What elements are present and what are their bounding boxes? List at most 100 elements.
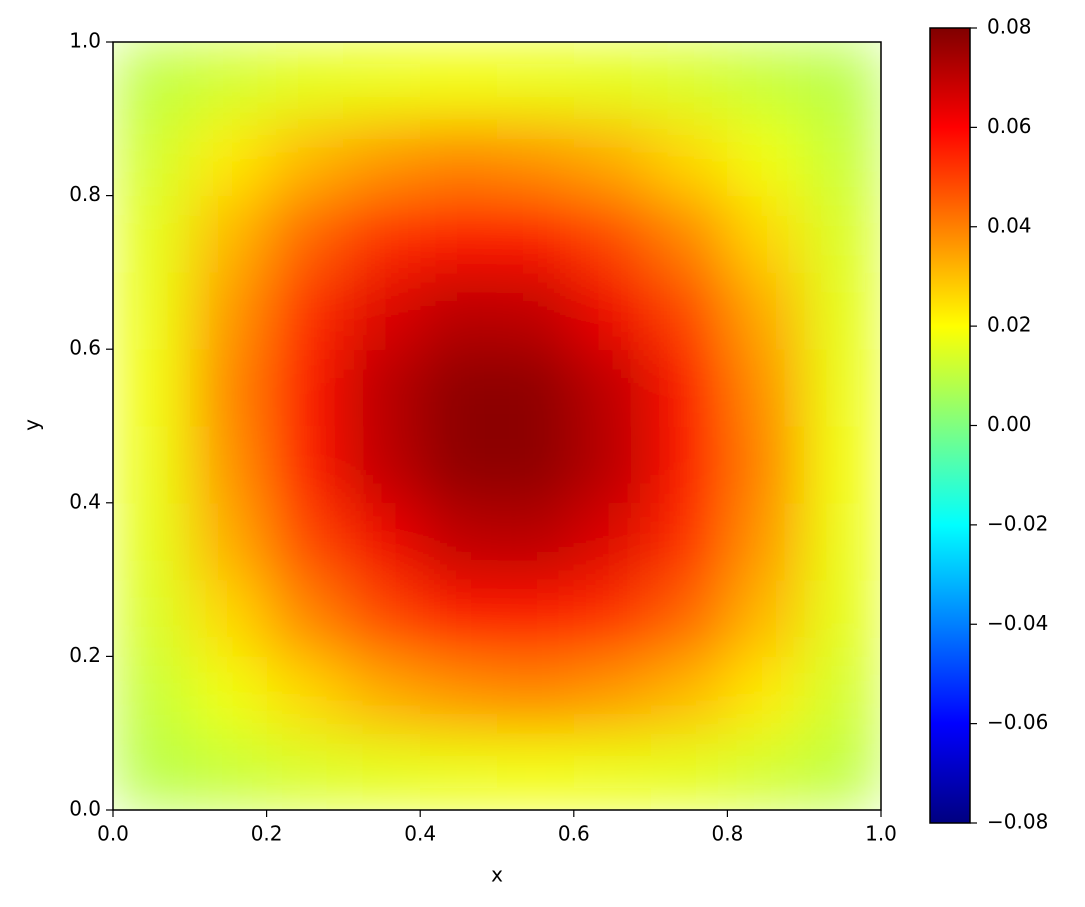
heatmap-cell [497,502,575,581]
heatmap-cell [573,272,652,350]
heatmap-cell [650,349,728,427]
heatmap-cell [804,656,881,734]
heatmap-cell [266,118,344,197]
heatmap-cell [266,579,344,657]
heatmap-cell [420,272,498,350]
heatmap-cell [573,118,652,197]
heatmap-cell [113,426,191,504]
heatmap-cell [650,733,728,810]
colorbar-tick-label: −0.08 [987,810,1048,834]
heatmap-cell [113,272,191,350]
heatmap-cell [650,502,728,581]
heatmap-cell [650,579,728,657]
colorbar-tick-label: 0.06 [987,114,1032,138]
heatmap-cell [113,502,191,581]
heatmap-cell [343,656,421,734]
heatmap-cell [727,42,805,120]
heatmap-cell [113,656,191,734]
heatmap-cell [189,579,268,657]
heatmap-cell [189,118,268,197]
x-tick-label: 0.8 [711,822,743,846]
heatmap-cell [727,733,805,810]
heatmap-cell [113,195,191,273]
plot-frame [112,41,882,811]
y-tick-label: 1.0 [69,29,101,53]
x-tick-label: 0.2 [251,822,283,846]
heatmap-cell [266,733,344,810]
heatmap-cell [266,42,344,120]
heatmap-cell [343,579,421,657]
heatmap-cell [573,733,652,810]
heatmap-cell [573,656,652,734]
heatmap-cell [573,502,652,581]
heatmap-cell [113,349,191,427]
heatmap-clip [113,42,881,810]
heatmap-cell [727,502,805,581]
heatmap-cell [573,42,652,120]
heatmap-cell [189,349,268,427]
heatmap-cell [113,118,191,197]
heatmap-cell [343,195,421,273]
colorbar-tick-label: 0.04 [987,213,1032,237]
heatmap-cell [497,118,575,197]
heatmap-cell [804,195,881,273]
heatmap-cell [343,426,421,504]
heatmap-cell [727,426,805,504]
colorbar-tick-label: 0.08 [987,15,1032,39]
heatmap-cell [266,502,344,581]
heatmap-cell [343,42,421,120]
heatmap-cell [573,426,652,504]
heatmap-cell [650,118,728,197]
heatmap-cell [804,426,881,504]
colorbar-tick-label: −0.04 [987,611,1048,635]
x-tick-label: 0.0 [97,822,129,846]
heatmap-cell [804,118,881,197]
heatmap-cell [266,426,344,504]
heatmap-cell [189,42,268,120]
heatmap-cell [266,272,344,350]
heatmap-cell [266,195,344,273]
heatmap-cell [420,118,498,197]
heatmap-cell [727,656,805,734]
heatmap-cell [804,272,881,350]
heatmap-cell [650,426,728,504]
heatmap-cell [804,579,881,657]
y-tick-label: 0.6 [69,336,101,360]
heatmap-cell [189,195,268,273]
heatmap-cell [727,349,805,427]
heatmap-cell [650,272,728,350]
colorbar-tick-label: −0.02 [987,511,1048,535]
colorbar [929,27,971,824]
heatmap-cell [497,656,575,734]
heatmap-cell [189,656,268,734]
heatmap-cell [804,349,881,427]
heatmap-cell [113,733,191,810]
heatmap-cell [420,733,498,810]
heatmap-cell [650,195,728,273]
heatmap-cell [343,118,421,197]
heatmap-cell [343,502,421,581]
heatmap-cell [727,579,805,657]
heatmap-cell [420,656,498,734]
heatmap-cell [189,502,268,581]
heatmap-cell [650,42,728,120]
colorbar-tick-label: 0.00 [987,412,1032,436]
heatmap-cell [189,272,268,350]
heatmap-cell [804,502,881,581]
heatmap-cell [266,656,344,734]
y-tick-label: 0.4 [69,489,101,513]
x-axis-label: x [491,863,503,887]
heatmap-cell [497,349,575,427]
x-tick-label: 0.6 [558,822,590,846]
heatmap-cell [420,42,498,120]
y-tick-label: 0.0 [69,797,101,821]
heatmap-cell [497,272,575,350]
heatmap-cell [343,349,421,427]
heatmap-cell [189,733,268,810]
heatmap-cell [727,195,805,273]
heatmap-cell [573,579,652,657]
heatmap-cell [266,349,344,427]
heatmap-cell [113,42,191,120]
heatmap-cell [420,195,498,273]
heatmap-cell [804,733,881,810]
